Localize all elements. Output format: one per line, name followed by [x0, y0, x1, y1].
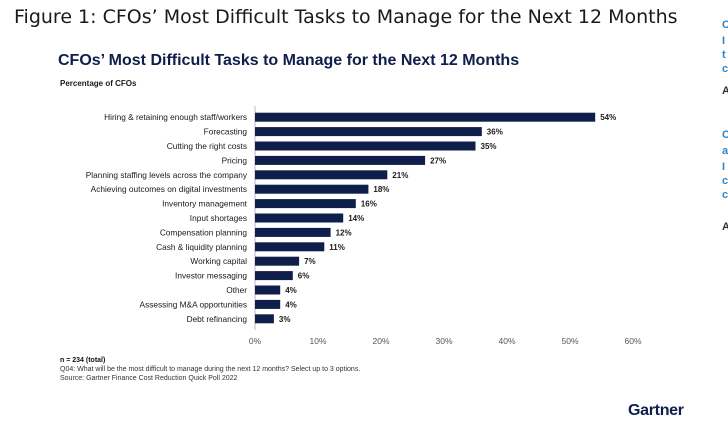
cropped-glyph: t [722, 49, 726, 61]
figure-title: Figure 1: CFOs’ Most Difficult Tasks to … [14, 6, 678, 28]
bar [255, 227, 331, 237]
x-tick-label: 0% [249, 336, 262, 346]
bar-chart: Hiring & retaining enough staff/workers 5… [86, 106, 642, 346]
data-label: 3% [279, 315, 291, 324]
data-label: 18% [373, 185, 389, 194]
category-label: Pricing [222, 155, 248, 165]
chart-subtitle: Percentage of CFOs [60, 79, 137, 88]
data-label: 6% [298, 272, 310, 281]
bar [255, 155, 426, 165]
x-tick-label: 50% [561, 336, 578, 346]
x-tick-label: 30% [435, 336, 452, 346]
data-label: 27% [430, 156, 446, 165]
category-label: Hiring & retaining enough staff/workers [104, 112, 247, 122]
bar [255, 112, 596, 122]
cropped-glyph: A [722, 221, 728, 233]
data-label: 36% [487, 128, 503, 137]
bar [255, 242, 325, 252]
x-tick-label: 40% [498, 336, 515, 346]
question-note: Q04: What will be the most difficult to … [60, 366, 361, 373]
cropped-glyph: a [722, 145, 728, 157]
category-label: Cutting the right costs [167, 141, 247, 151]
chart-footnotes: n = 234 (total) Q04: What will be the mo… [60, 356, 360, 383]
bar [255, 199, 356, 209]
bar [255, 127, 482, 137]
x-tick-label: 10% [309, 336, 326, 346]
bar [255, 213, 344, 223]
category-label: Input shortages [190, 213, 247, 223]
data-label: 7% [304, 257, 316, 266]
data-label: 21% [392, 171, 408, 180]
category-label: Cash & liquidity planning [156, 242, 247, 252]
category-label: Other [226, 285, 247, 295]
cropped-glyph: C [722, 19, 728, 31]
bar [255, 170, 388, 180]
cropped-glyph: I [722, 35, 726, 47]
bar [255, 256, 300, 266]
gartner-logo: Gartner [628, 402, 684, 419]
category-label: Debt refinancing [187, 314, 248, 324]
data-label: 12% [336, 228, 352, 237]
bar [255, 271, 293, 281]
category-label: Working capital [190, 256, 247, 266]
data-label: 4% [285, 286, 297, 295]
category-label: Achieving outcomes on digital investment… [91, 184, 247, 194]
sample-size-note: n = 234 (total) [60, 357, 106, 364]
bar [255, 285, 281, 295]
cropped-glyph: c [722, 175, 728, 187]
cropped-glyph: c [722, 63, 728, 75]
source-note: Source: Gartner Finance Cost Reduction Q… [60, 375, 238, 382]
category-label: Compensation planning [160, 227, 248, 237]
cropped-glyph: I [722, 161, 726, 173]
data-label: 14% [348, 214, 364, 223]
bar [255, 141, 476, 151]
x-tick-label: 60% [624, 336, 641, 346]
x-tick-label: 20% [372, 336, 389, 346]
category-label: Inventory management [162, 199, 248, 209]
bar [255, 314, 274, 324]
category-label: Forecasting [204, 127, 248, 137]
data-label: 35% [481, 142, 497, 151]
chart-title: CFOs’ Most Difficult Tasks to Manage for… [58, 52, 520, 69]
category-label: Assessing M&A opportunities [140, 299, 247, 309]
data-label: 11% [329, 243, 345, 252]
bar [255, 184, 369, 194]
data-label: 54% [600, 113, 616, 122]
category-label: Planning staffing levels across the comp… [86, 170, 248, 180]
cropped-glyph: C [722, 129, 728, 141]
chart-card: CFOs’ Most Difficult Tasks to Manage for… [50, 46, 684, 434]
cropped-glyph: c [722, 189, 728, 201]
bar [255, 299, 281, 309]
category-label: Investor messaging [175, 271, 247, 281]
cropped-glyph: A [722, 85, 728, 97]
data-label: 16% [361, 200, 377, 209]
data-label: 4% [285, 300, 297, 309]
